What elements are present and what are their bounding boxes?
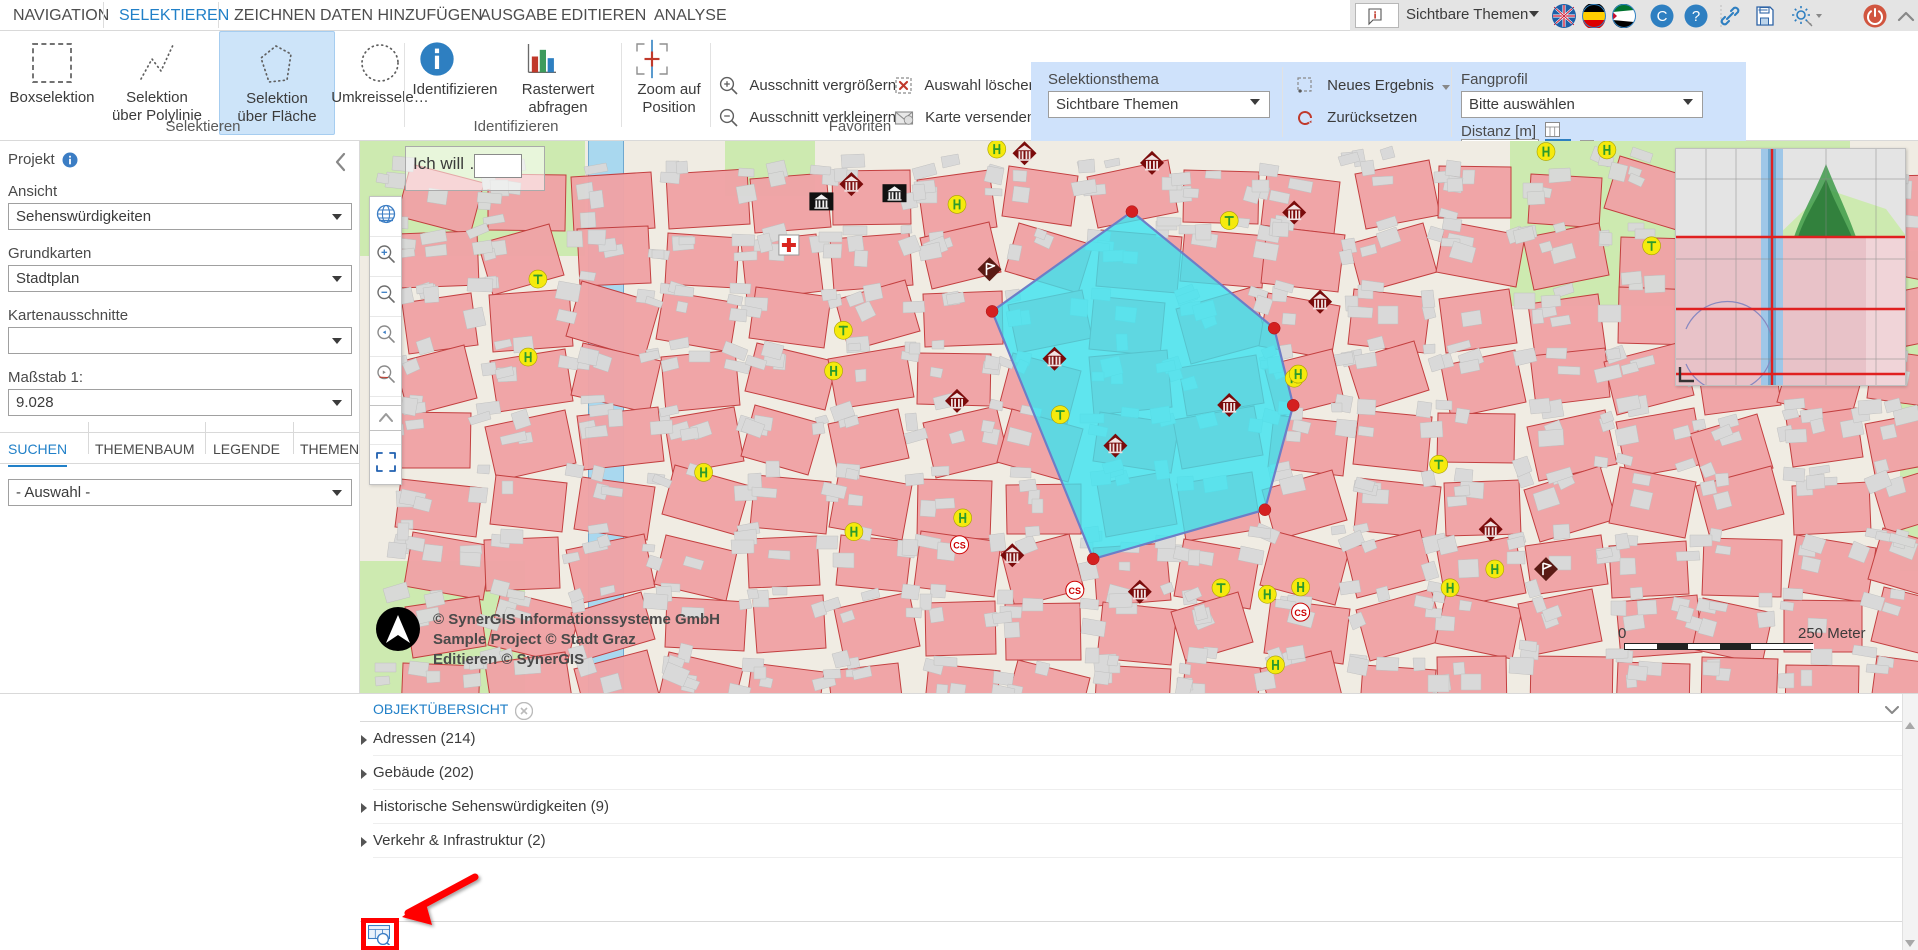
svg-text:C: C [1657,8,1668,25]
svg-text:?: ? [1692,8,1700,25]
